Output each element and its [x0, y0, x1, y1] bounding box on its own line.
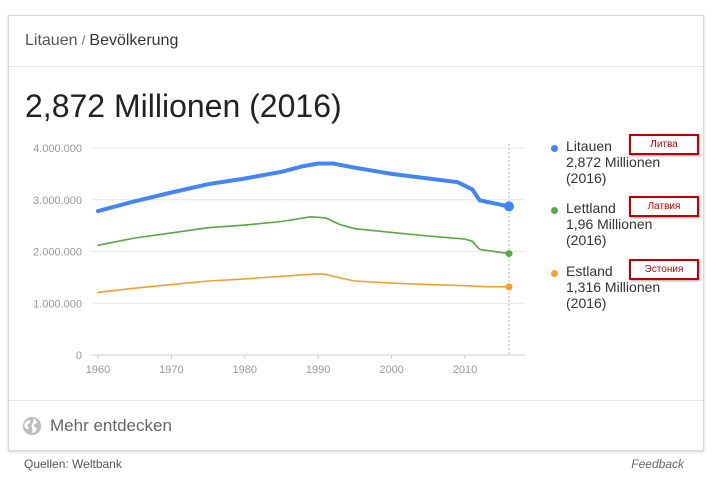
population-chart[interactable]: 0 1.000.000 2.000.000 3.000.000 4.000.000 196…: [9, 16, 703, 400]
breadcrumb-parent-link[interactable]: Litauen: [25, 32, 78, 49]
x-tick-label: 1970: [159, 364, 183, 376]
source-attribution: Quellen: Weltbank: [24, 457, 122, 471]
breadcrumb-current: Bevölkerung: [89, 32, 179, 49]
legend-year: (2016): [566, 170, 607, 186]
x-tick-label: 2000: [379, 364, 403, 376]
legend-dot: [551, 270, 558, 277]
legend-dot: [551, 207, 558, 214]
breadcrumb-separator: /: [81, 32, 86, 48]
legend-value: 1,96 Millionen: [566, 216, 653, 232]
legend-dot: [551, 145, 558, 152]
series-endpoint-lettland: [505, 250, 513, 258]
legend-year: (2016): [566, 295, 607, 311]
globe-icon: [22, 416, 42, 436]
x-tick-label: 1980: [233, 364, 257, 376]
y-tick-label: 3.000.000: [33, 195, 82, 207]
headline-value: 2,872 Millionen (2016): [25, 88, 342, 124]
x-tick-label: 1990: [306, 364, 330, 376]
series-line-litauen: [96, 161, 511, 214]
footer-divider: [9, 400, 703, 401]
annotation-label: Литва: [629, 134, 699, 155]
explore-more-link[interactable]: Mehr entdecken: [21, 414, 172, 438]
legend-value: 2,872 Millionen: [566, 154, 661, 170]
y-tick-label: 1.000.000: [33, 298, 82, 310]
series-line-lettland: [97, 216, 510, 255]
y-tick-label: 4.000.000: [33, 143, 82, 155]
explore-more-label: Mehr entdecken: [50, 416, 172, 435]
y-tick-label: 0: [76, 350, 82, 362]
series-endpoint-litauen: [504, 201, 514, 212]
legend-name: Lettland: [566, 200, 616, 216]
x-tick-label: 2010: [453, 364, 477, 376]
annotation-label: Эстония: [629, 259, 699, 280]
series-endpoint-estland: [505, 283, 513, 291]
knowledge-card: Litauen / Bevölkerung 2,872 Millionen (201…: [8, 15, 704, 451]
legend-value: 1,316 Millionen: [566, 279, 661, 295]
x-tick-label: 1960: [86, 364, 110, 376]
annotation-label: Латвия: [629, 196, 699, 217]
legend-name: Litauen: [566, 138, 612, 154]
legend-name: Estland: [566, 263, 613, 279]
feedback-link[interactable]: Feedback: [631, 457, 684, 471]
y-tick-label: 2.000.000: [33, 247, 82, 259]
legend-year: (2016): [566, 232, 607, 248]
series-line-estland: [97, 272, 510, 294]
header-divider: [9, 66, 703, 67]
breadcrumb: Litauen / Bevölkerung: [25, 32, 178, 50]
